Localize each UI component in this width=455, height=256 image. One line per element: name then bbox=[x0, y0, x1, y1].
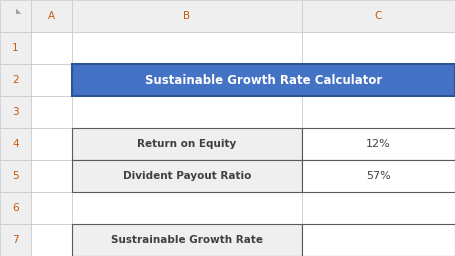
Bar bbox=[72, 128, 302, 160]
Bar bbox=[302, 96, 455, 128]
Bar bbox=[302, 160, 455, 192]
Bar bbox=[302, 0, 455, 32]
Bar bbox=[31, 64, 72, 96]
Bar bbox=[0, 32, 31, 64]
Text: 57%: 57% bbox=[366, 171, 391, 181]
Bar bbox=[72, 128, 302, 160]
Text: 12%: 12% bbox=[366, 139, 391, 149]
Text: Sustainable Growth Rate Calculator: Sustainable Growth Rate Calculator bbox=[145, 73, 382, 87]
Bar bbox=[302, 128, 455, 160]
Text: B: B bbox=[183, 11, 190, 21]
Bar bbox=[31, 224, 72, 256]
Bar bbox=[0, 96, 31, 128]
Bar bbox=[72, 160, 302, 192]
Bar bbox=[302, 192, 455, 224]
Bar bbox=[72, 64, 302, 96]
Bar bbox=[302, 128, 455, 160]
Bar bbox=[31, 160, 72, 192]
Text: 2: 2 bbox=[12, 75, 19, 85]
Bar bbox=[302, 160, 455, 192]
Bar bbox=[31, 0, 72, 32]
Text: Sustrainable Growth Rate: Sustrainable Growth Rate bbox=[111, 235, 263, 245]
Text: 6: 6 bbox=[12, 203, 19, 213]
Text: 5: 5 bbox=[12, 171, 19, 181]
Bar bbox=[72, 0, 302, 32]
Bar bbox=[302, 224, 455, 256]
Bar bbox=[31, 128, 72, 160]
Bar bbox=[0, 64, 31, 96]
Bar bbox=[0, 224, 31, 256]
Text: 1: 1 bbox=[12, 43, 19, 53]
Text: Return on Equity: Return on Equity bbox=[137, 139, 237, 149]
Text: C: C bbox=[374, 11, 382, 21]
Bar bbox=[0, 128, 31, 160]
Bar bbox=[31, 96, 72, 128]
Bar bbox=[72, 96, 302, 128]
Bar bbox=[72, 32, 302, 64]
Text: 3: 3 bbox=[12, 107, 19, 117]
Text: 7: 7 bbox=[12, 235, 19, 245]
Text: ◣: ◣ bbox=[16, 8, 21, 14]
Bar bbox=[0, 192, 31, 224]
Bar bbox=[72, 224, 302, 256]
Bar bbox=[72, 192, 302, 224]
Text: Divident Payout Ratio: Divident Payout Ratio bbox=[122, 171, 251, 181]
Bar bbox=[302, 224, 455, 256]
Bar bbox=[0, 0, 31, 32]
Bar bbox=[72, 224, 302, 256]
Bar bbox=[31, 192, 72, 224]
Bar bbox=[31, 32, 72, 64]
Bar bbox=[72, 160, 302, 192]
Text: A: A bbox=[48, 11, 55, 21]
Text: 4: 4 bbox=[12, 139, 19, 149]
Bar bbox=[72, 64, 455, 96]
Bar bbox=[302, 64, 455, 96]
Bar bbox=[0, 160, 31, 192]
Bar bbox=[302, 32, 455, 64]
